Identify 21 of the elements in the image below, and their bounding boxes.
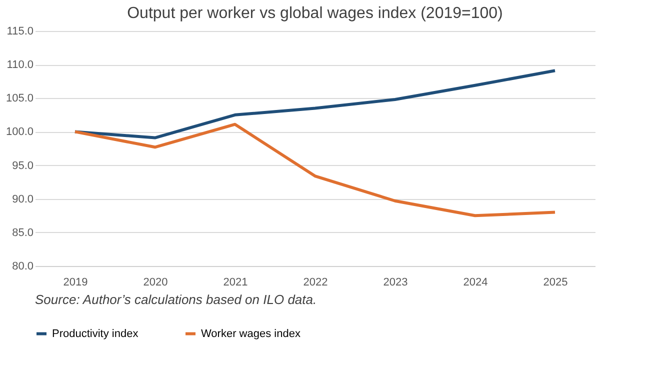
x-tick-label: 2019 <box>63 276 88 288</box>
legend-label: Worker wages index <box>201 328 301 340</box>
source-note: Source: Author’s calculations based on ILO data. <box>35 292 317 307</box>
y-tick-label: 95.0 <box>12 160 34 172</box>
line-series <box>74 122 556 218</box>
x-tick-label: 2022 <box>303 276 328 288</box>
y-tick-label: 105.0 <box>6 92 34 105</box>
y-tick-label: 80.0 <box>12 260 34 272</box>
legend-label: Productivity index <box>52 328 139 340</box>
x-tick-label: 2020 <box>143 276 168 288</box>
x-tick-label: 2023 <box>383 276 408 288</box>
line-series <box>74 69 556 140</box>
x-tick-label: 2021 <box>223 276 248 288</box>
x-tick-label: 2025 <box>543 276 568 288</box>
chart-title: Output per worker vs global wages index (2019=100) <box>127 5 503 22</box>
y-tick-label: 85.0 <box>12 226 34 239</box>
y-tick-label: 115.0 <box>6 26 34 38</box>
y-tick-label: 90.0 <box>12 193 34 206</box>
y-tick-label: 100.0 <box>6 126 34 138</box>
x-tick-label: 2024 <box>463 276 488 288</box>
y-tick-label: 110.0 <box>6 59 34 72</box>
